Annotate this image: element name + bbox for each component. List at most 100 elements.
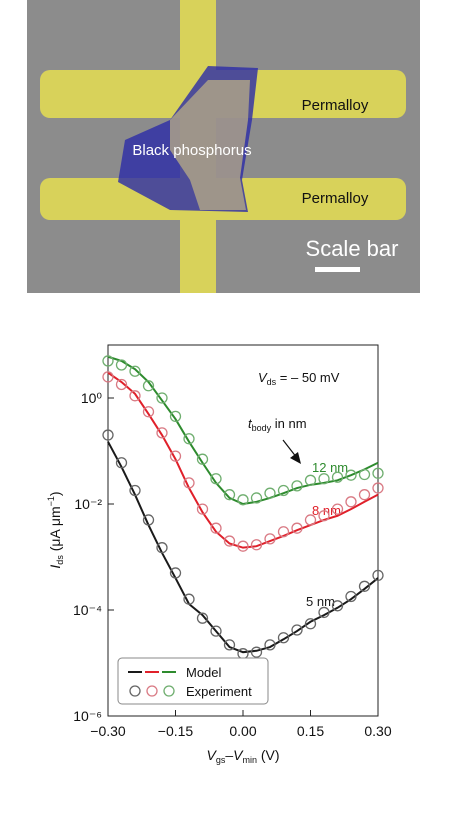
experiment-point [196,503,209,515]
experiment-point [250,492,263,504]
text: = – 50 mV [276,370,340,385]
experiment-point [331,600,344,612]
experiment-point [345,590,357,603]
series-label: 5 nm [306,594,335,609]
experiment-point [183,433,195,445]
y-axis-label: Ids (μA μm−1) [46,491,65,568]
experiment-point [129,484,141,497]
experiment-point [250,539,263,551]
experiment-point [318,473,330,485]
experiment-point [304,618,317,630]
experiment-point [223,535,236,547]
text: in nm [271,416,306,431]
experiment-point [156,542,168,554]
micrograph: Permalloy Black phosphorus Permalloy Sca… [27,0,420,293]
experiment-point [250,646,263,658]
experiment-point [115,359,128,371]
text: (μA μm [47,506,63,555]
scale-bar [315,267,360,272]
x-tick-label: −0.30 [90,723,126,739]
text: −1 [46,496,56,506]
experiment-point [345,469,357,481]
experiment-point [358,468,371,481]
legend-swatch [163,685,175,697]
legend-swatch [146,685,158,697]
x-tick-label: 0.30 [364,723,391,739]
label: Black phosphorus [132,142,251,159]
experiment-point [102,371,114,383]
legend-label: Experiment [186,684,252,699]
experiment-point [169,450,182,462]
experiment-point [156,427,168,439]
experiment-point [331,503,344,515]
experiment-point [223,489,236,501]
experiment-point [304,514,317,526]
series-label: 8 nm [312,503,341,518]
experiment-point [372,569,384,582]
text: V [206,747,217,763]
arrowhead [290,452,301,464]
text: (V) [257,747,280,763]
experiment-point [237,494,249,506]
text: ds [267,377,277,387]
experiment-point [210,473,222,485]
experiment-point [196,612,209,624]
legend-label: Model [186,665,222,680]
experiment-point [142,380,155,392]
experiment-point [183,477,195,489]
legend-box [117,657,269,705]
y-tick-label: 10⁻⁴ [73,602,102,618]
experiment-point [142,514,155,526]
experiment-point [102,429,114,441]
experiment-point [304,474,317,486]
x-tick-label: 0.00 [229,723,256,739]
experiment-point [196,453,209,465]
experiment-point [291,480,303,492]
experiment-point [210,625,222,637]
experiment-point [142,406,155,418]
text: t [248,416,253,431]
experiment-point [331,471,344,483]
experiment-point [102,355,114,367]
experiment-point [277,526,290,538]
experiment-point [115,457,128,469]
x-tick-label: 0.15 [297,723,324,739]
experiment-point [183,593,195,605]
text: V [258,370,268,385]
experiment-point [129,390,141,402]
model-line [107,441,379,654]
label: Permalloy [302,97,369,114]
legend-swatch [129,685,141,697]
experiment-point [237,648,249,660]
model-line [107,371,379,549]
flake-overlap [170,80,250,210]
experiment-point [345,496,357,508]
annotation: Vds = – 50 mV [258,370,340,387]
y-tick-label: 10⁻⁶ [73,708,102,724]
experiment-point [291,522,303,534]
experiment-point [358,580,371,592]
text: gs [216,755,226,765]
y-tick-label: 10⁻² [74,496,102,512]
label: Permalloy [302,190,369,207]
experiment-point [115,378,128,391]
experiment-point [156,392,168,404]
experiment-point [264,533,276,545]
experiment-point [210,522,222,534]
text: min [242,755,257,765]
experiment-point [358,489,371,501]
x-axis-label: Vgs–Vmin (V) [206,747,279,765]
text: –V [224,747,244,763]
text: ds [55,555,65,565]
experiment-point [291,624,303,636]
experiment-point [264,639,276,651]
x-tick-label: −0.15 [158,723,194,739]
label: Scale bar [306,236,399,261]
experiment-point [169,567,182,579]
y-tick-label: 10⁰ [81,390,103,406]
experiment-point [237,540,249,552]
experiment-point [129,365,141,377]
experiment-point [223,639,236,651]
experiment-point [372,482,384,494]
